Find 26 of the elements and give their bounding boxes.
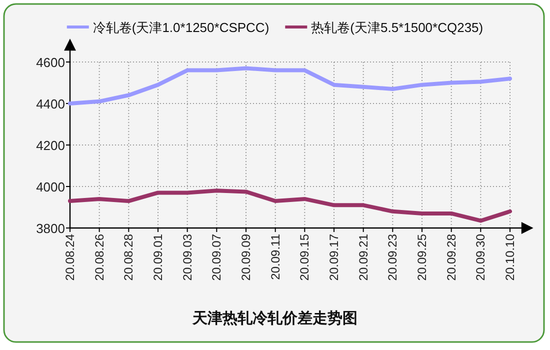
x-tick-label: 20.08.28 [122, 234, 136, 281]
x-tick-label: 20.09.21 [356, 234, 370, 281]
x-tick-label: 20.09.28 [444, 234, 458, 281]
line-series [68, 66, 512, 106]
x-tick-label: 20.09.15 [298, 234, 312, 281]
x-tick-label: 20.09.07 [210, 234, 224, 281]
y-tick-label: 4200 [36, 138, 65, 153]
x-tick-label: 20.09.23 [386, 234, 400, 281]
y-tick-label: 3800 [36, 221, 65, 236]
legend-label: 热轧卷(天津5.5*1500*CQ235) [311, 20, 484, 35]
y-tick-label: 4000 [36, 180, 65, 194]
x-tick-label: 20.09.30 [474, 234, 488, 281]
x-tick-label: 20.09.17 [327, 234, 341, 281]
x-tick-label: 20.09.03 [180, 234, 194, 281]
x-tick-label: 20.08.24 [63, 234, 77, 281]
y-tick-label: 4400 [36, 96, 65, 112]
x-tick-label: 20.10.10 [503, 234, 517, 281]
legend-label: 冷轧卷(天津1.0*1250*CSPCC) [92, 20, 270, 35]
y-tick-label: 4600 [36, 55, 65, 70]
x-tick-label: 20.09.25 [415, 234, 429, 281]
x-tick-label: 20.09.11 [268, 234, 282, 280]
x-tick-label: 20.09.09 [239, 234, 253, 281]
line-series [68, 188, 512, 223]
x-tick-label: 20.09.01 [151, 234, 165, 281]
text: 天津热轧冷轧价差走势图 [192, 310, 358, 327]
x-tick-label: 20.08.26 [92, 234, 106, 281]
